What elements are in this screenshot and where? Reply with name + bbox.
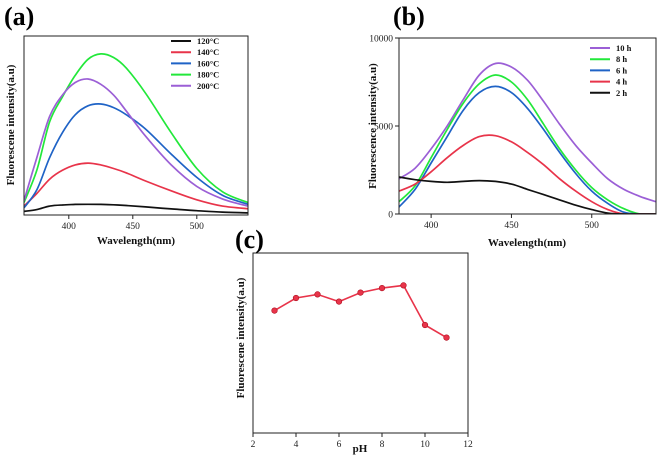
x-tick-label: 2 <box>251 440 256 450</box>
x-axis-title: pH <box>353 443 368 455</box>
x-tick-label: 4 <box>294 440 299 450</box>
series-1-4 <box>24 53 248 204</box>
series-line-8-h <box>399 74 656 214</box>
series-line-200-C <box>24 78 248 207</box>
series-line-160-C <box>24 103 248 209</box>
y-tick-label: 0 <box>388 211 393 221</box>
data-point-ph-9 <box>400 282 407 289</box>
legend-label: 200°C <box>197 81 219 91</box>
y-axis-title: Fluorescene intensity(a.u) <box>235 277 247 398</box>
panel-label: (b) <box>393 2 425 31</box>
x-axis-title: Wavelength(nm) <box>97 235 176 247</box>
legend-label: 140°C <box>197 47 219 57</box>
panel-label: (c) <box>235 225 264 254</box>
data-point-ph-3 <box>271 307 278 314</box>
y-tick-label: 10000 <box>369 35 393 45</box>
x-tick-label: 450 <box>126 222 141 232</box>
legend-label: 10 h <box>616 43 632 53</box>
legend-label: 160°C <box>197 58 219 68</box>
chart-panel-1: 400 450 500 Wavelength(nm) Fluorescene inten… <box>4 2 249 247</box>
series-1-2 <box>24 162 248 210</box>
series-3-1 <box>271 282 450 341</box>
plot-frame <box>398 37 657 215</box>
chart-panel-3: 2 4 6 8 10 12 pH Fluorescene intensity(a.u) (c) <box>235 225 473 455</box>
series-2-1 <box>399 62 656 203</box>
x-tick-label: 450 <box>504 221 519 231</box>
panel-label: (a) <box>4 2 34 31</box>
series-line-6-h <box>399 85 656 214</box>
x-tick-label: 500 <box>585 221 600 231</box>
chart-panel-2: 400 450 5000500010000Wavelength(nm)Fluores… <box>367 2 657 249</box>
series-line-120-C <box>24 203 248 214</box>
data-point-ph-5 <box>314 291 321 298</box>
x-tick-label: 6 <box>337 440 342 450</box>
data-point-ph-4 <box>292 294 300 302</box>
legend-label: 6 h <box>616 65 627 75</box>
series-2-2 <box>399 74 656 214</box>
series-line-180-C <box>24 53 248 204</box>
y-axis-title: Fluorescene intensity(a.u) <box>5 64 17 185</box>
x-tick-label: 10 <box>420 440 430 450</box>
legend: 10 h8 h6 h 4 h2 h <box>590 43 632 98</box>
series-1-1 <box>24 203 248 214</box>
series-2-4 <box>399 134 656 214</box>
data-point-ph-6 <box>335 298 343 305</box>
legend-label: 4 h <box>616 77 627 87</box>
x-tick-label: 500 <box>190 222 205 232</box>
data-point-ph-11 <box>443 334 450 341</box>
legend-label: 180°C <box>197 70 219 80</box>
x-tick-label: 400 <box>62 222 77 232</box>
plot-frame <box>23 35 249 216</box>
x-tick-label: 8 <box>380 440 385 450</box>
x-tick-label: 12 <box>463 440 473 450</box>
series-line-4-h <box>399 134 656 214</box>
legend-label: 8 h <box>616 54 627 64</box>
x-axis-title: Wavelength(nm) <box>488 237 567 249</box>
data-point-ph-7 <box>357 289 364 296</box>
data-point-ph-8 <box>378 285 386 292</box>
legend-label: 120°C <box>197 36 219 46</box>
y-axis-title: Fluorescence intensity(a.u) <box>367 63 379 189</box>
y-tick-label: 5000 <box>374 123 393 133</box>
legend-label: 2 h <box>616 88 627 98</box>
series-1-5 <box>24 78 248 207</box>
series-line-140-C <box>24 162 248 210</box>
plot-frame <box>252 252 469 434</box>
x-tick-label: 400 <box>424 221 439 231</box>
series-2-3 <box>399 85 656 214</box>
series-1-3 <box>24 103 248 209</box>
series-line-10-h <box>399 62 656 203</box>
data-point-ph-10 <box>421 321 429 329</box>
